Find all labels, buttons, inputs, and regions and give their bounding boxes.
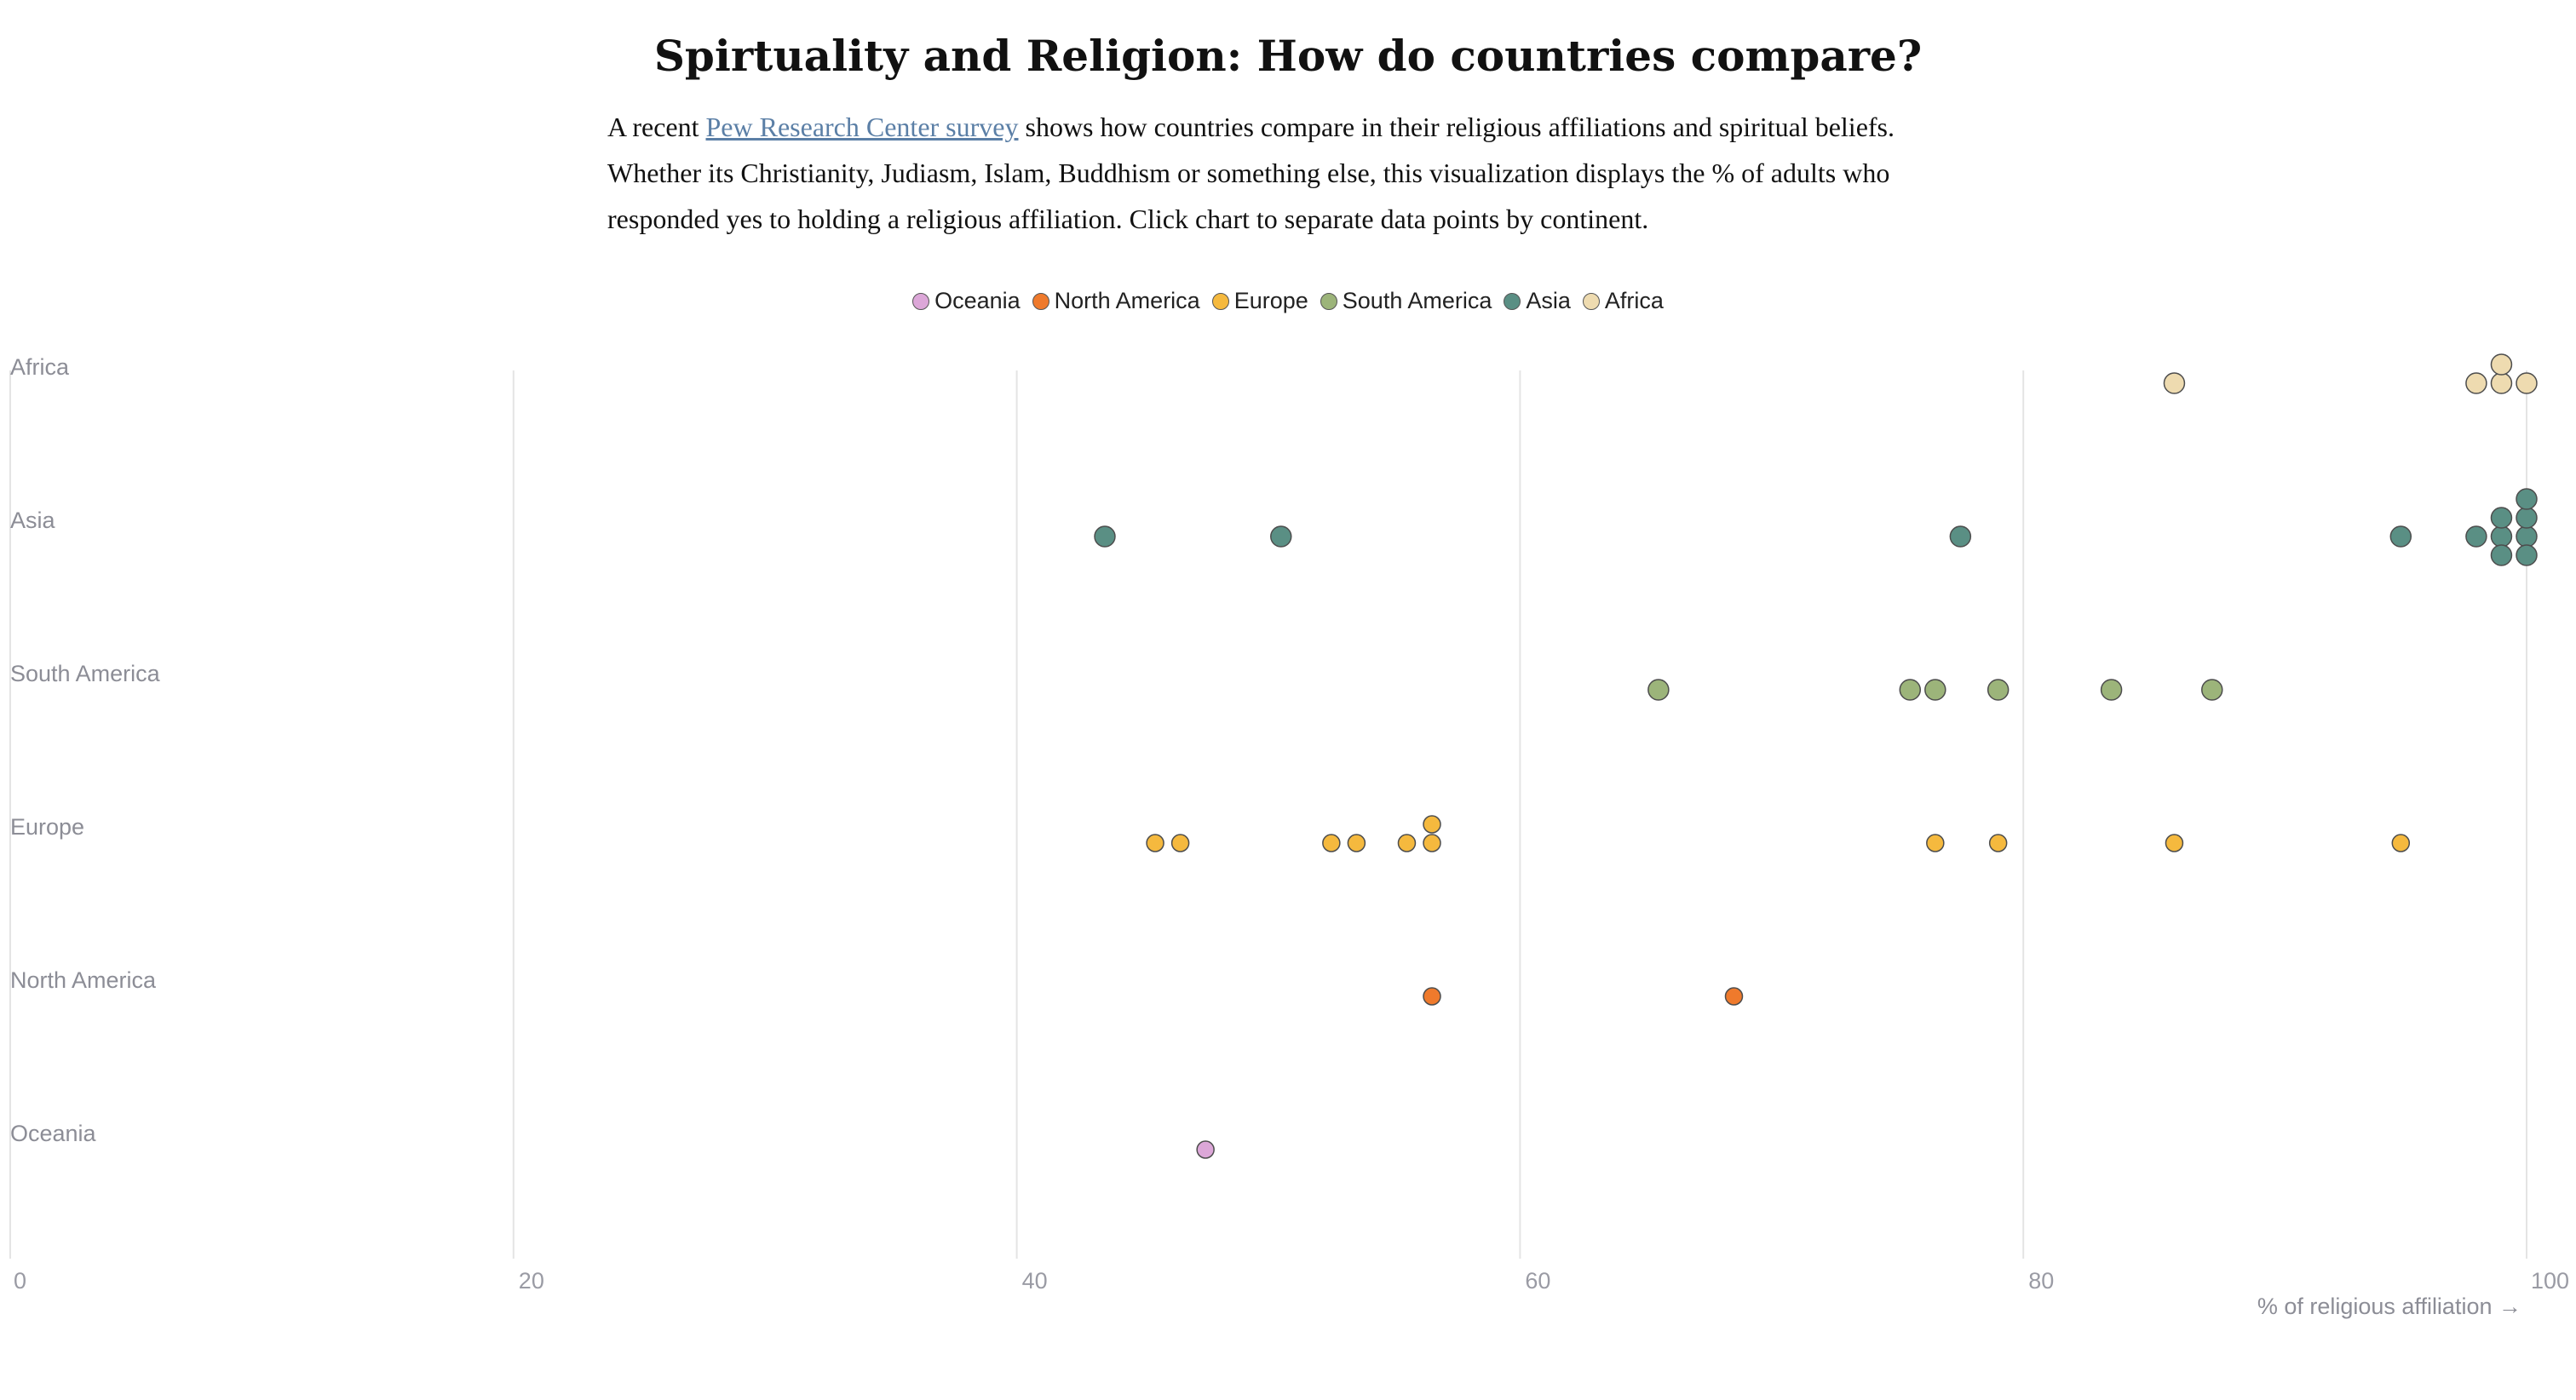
data-point-africa <box>2516 372 2538 394</box>
data-point-asia <box>1270 525 1292 548</box>
x-tick-label: 80 <box>2028 1268 2054 1294</box>
data-point-asia <box>2490 544 2513 566</box>
legend-swatch-asia <box>1504 292 1521 310</box>
data-point-asia <box>1094 525 1116 548</box>
legend-label-europe: Europe <box>1233 288 1308 313</box>
data-point-africa <box>2490 372 2513 394</box>
row-label-africa: Africa <box>10 354 70 380</box>
data-point-asia <box>2490 507 2513 529</box>
legend-swatch-africa <box>1582 292 1600 310</box>
data-point-africa <box>2465 372 2487 394</box>
row-label-south-america: South America <box>10 661 161 686</box>
data-point-south-america <box>1924 679 1946 701</box>
legend-label-oceania: Oceania <box>934 288 1021 313</box>
row-label-asia: Asia <box>10 508 56 533</box>
data-point-europe <box>1322 834 1341 852</box>
data-point-asia <box>2465 525 2487 548</box>
legend-label-africa: Africa <box>1604 288 1664 313</box>
data-point-europe <box>1423 815 1441 834</box>
data-point-asia <box>2516 488 2538 510</box>
data-point-south-america <box>2100 679 2123 701</box>
x-tick-label: 0 <box>14 1268 26 1294</box>
legend-swatch-oceania <box>912 292 930 310</box>
intro-text-start: A recent <box>607 112 706 142</box>
page-title: Spirtuality and Religion: How do countri… <box>653 31 1923 81</box>
data-point-north-america <box>1724 987 1744 1006</box>
data-point-europe <box>1926 834 1945 852</box>
data-point-europe <box>2165 834 2184 852</box>
legend-item-europe[interactable]: Europe <box>1211 288 1308 314</box>
data-point-asia <box>2389 525 2412 548</box>
x-axis-title: % of religious affiliation → <box>2257 1294 2521 1319</box>
x-tick-label: 60 <box>1525 1268 1550 1294</box>
data-point-south-america <box>1647 679 1670 701</box>
data-point-asia <box>2490 525 2513 548</box>
data-point-europe <box>1397 834 1417 852</box>
intro-text-rest: shows how countries compare in their rel… <box>607 112 1895 234</box>
data-point-asia <box>2516 525 2538 548</box>
legend-swatch-europe <box>1211 292 1229 310</box>
x-tick-label: 40 <box>1022 1268 1048 1294</box>
data-point-europe <box>1988 834 2008 852</box>
data-point-south-america <box>1987 679 2010 701</box>
x-tick-label: 20 <box>519 1268 544 1294</box>
legend-item-oceania[interactable]: Oceania <box>912 288 1021 314</box>
data-point-asia <box>1949 525 1972 548</box>
row-label-europe: Europe <box>10 814 84 840</box>
intro-paragraph: A recent Pew Research Center survey show… <box>607 104 1970 242</box>
legend-item-asia[interactable]: Asia <box>1504 288 1571 314</box>
legend-label-north-america: North America <box>1054 288 1200 313</box>
data-point-north-america <box>1423 987 1441 1006</box>
data-point-europe <box>1423 834 1441 852</box>
data-point-europe <box>1146 834 1164 852</box>
row-label-oceania: Oceania <box>10 1121 97 1146</box>
beeswarm-chart[interactable]: 0 20 40 60 80 100 % of religious affiliation →… <box>0 332 2576 1380</box>
pew-survey-link[interactable]: Pew Research Center survey <box>705 112 1019 142</box>
data-point-africa <box>2163 372 2186 394</box>
data-point-south-america <box>1899 679 1922 701</box>
legend-swatch-north-america <box>1032 292 1049 310</box>
data-point-europe <box>1170 834 1190 852</box>
data-point-asia <box>2516 544 2538 566</box>
chart-legend: Oceania North America Europe South America A… <box>0 288 2576 314</box>
data-point-south-america <box>2201 679 2223 701</box>
x-tick-label: 100 <box>2531 1268 2569 1294</box>
legend-label-south-america: South America <box>1342 288 1492 313</box>
legend-item-north-america[interactable]: North America <box>1032 288 1200 314</box>
data-point-oceania <box>1196 1140 1215 1159</box>
legend-swatch-south-america <box>1320 292 1337 310</box>
data-point-europe <box>2391 834 2411 852</box>
data-point-asia <box>2516 507 2538 529</box>
legend-label-asia: Asia <box>1526 288 1571 313</box>
data-point-europe <box>1347 834 1366 852</box>
row-label-north-america: North America <box>10 967 157 993</box>
legend-item-south-america[interactable]: South America <box>1320 288 1492 314</box>
data-point-africa <box>2490 353 2513 376</box>
legend-item-africa[interactable]: Africa <box>1582 288 1664 314</box>
